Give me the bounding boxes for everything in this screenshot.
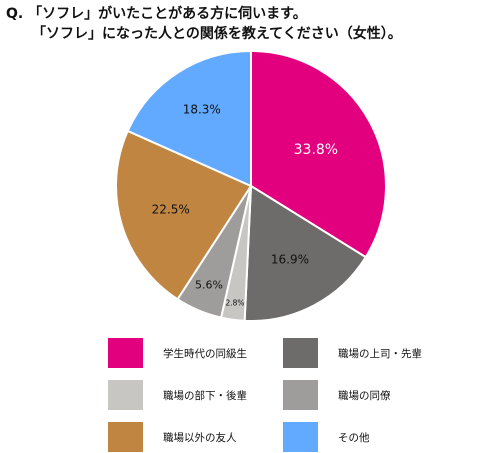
legend-label: 職場以外の友人 <box>163 431 237 444</box>
legend-swatch <box>108 380 143 410</box>
legend-item: 職場以外の友人 <box>108 422 237 452</box>
slice-value-label: 5.6% <box>195 279 223 292</box>
legend-swatch <box>283 422 318 452</box>
question-line-1: Q. 「ソフレ」がいたことがある方に伺います。 <box>6 6 307 22</box>
pie-slice <box>250 49 387 259</box>
slice-value-label: 18.3% <box>183 103 221 117</box>
legend-item: その他 <box>283 422 370 452</box>
slice-value-label: 2.8% <box>225 299 244 308</box>
legend-swatch <box>108 338 143 368</box>
legend-item: 職場の上司・先輩 <box>283 338 422 368</box>
legend-swatch <box>283 380 318 410</box>
pie-slice <box>243 184 368 322</box>
legend-item: 職場の同僚 <box>283 380 391 410</box>
legend-label: その他 <box>338 431 370 444</box>
pie-slice <box>115 129 253 301</box>
question-title: Q. 「ソフレ」がいたことがある方に伺います。 「ソフレ」になった人との関係を教… <box>6 4 500 44</box>
slice-value-label: 16.9% <box>271 253 309 267</box>
question-line-2: 「ソフレ」になった人との関係を教えてください（女性）。 <box>32 26 402 42</box>
legend-swatch <box>283 338 318 368</box>
legend-swatch <box>108 422 143 452</box>
legend-item: 学生時代の同級生 <box>108 338 247 368</box>
legend-label: 学生時代の同級生 <box>163 347 247 360</box>
legend-label: 職場の部下・後輩 <box>163 389 247 402</box>
slice-value-label: 22.5% <box>152 202 190 216</box>
pie-slice <box>126 49 252 188</box>
slice-value-label: 33.8% <box>294 142 338 158</box>
legend-label: 職場の同僚 <box>338 389 391 402</box>
legend-item: 職場の部下・後輩 <box>108 380 247 410</box>
legend-label: 職場の上司・先輩 <box>338 347 422 360</box>
